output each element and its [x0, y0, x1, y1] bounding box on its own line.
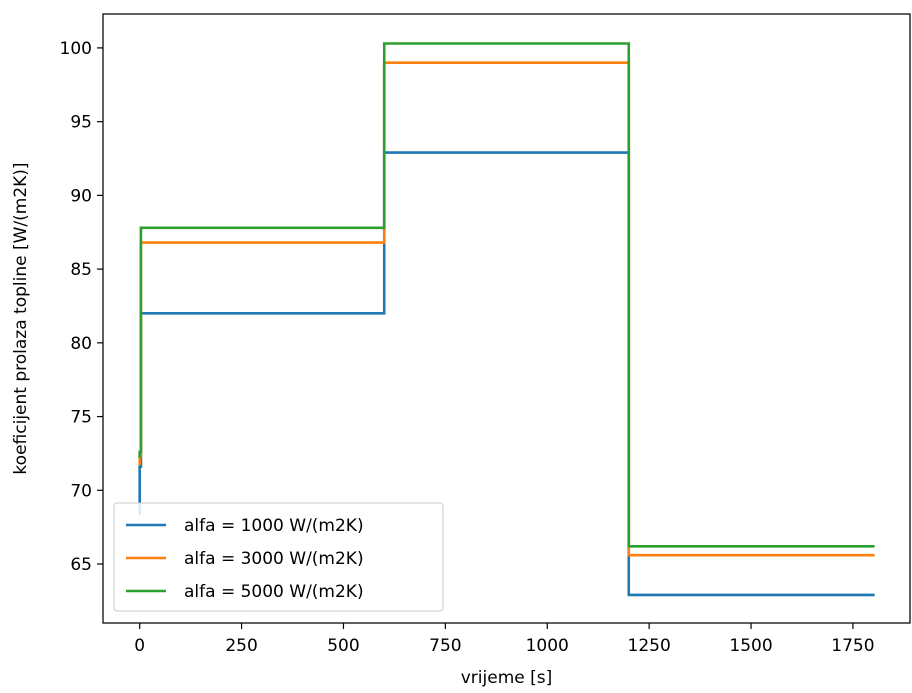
y-tick-label: 65: [70, 555, 92, 575]
x-axis-ticks: 0 250 500 750 1000 1250 1500 1750: [134, 623, 875, 656]
legend-label: alfa = 3000 W/(m2K): [184, 549, 364, 569]
plot-frame: [102, 13, 911, 624]
x-tick-label: 1000: [526, 636, 569, 656]
y-axis-ticks: 65 70 75 80 85 90 95 100: [60, 39, 103, 575]
y-tick-label: 100: [60, 39, 92, 59]
legend-label: alfa = 5000 W/(m2K): [184, 582, 364, 602]
x-tick-label: 1500: [729, 636, 772, 656]
series-line-3: [138, 42, 875, 548]
y-tick-label: 90: [70, 186, 92, 206]
x-tick-label: 1250: [628, 636, 671, 656]
series-layer: [138, 42, 875, 597]
legend: alfa = 1000 W/(m2K) alfa = 3000 W/(m2K) al…: [113, 502, 444, 612]
y-tick-label: 85: [70, 260, 92, 280]
legend-box: [113, 502, 444, 612]
x-tick-label: 1750: [831, 636, 874, 656]
x-tick-label: 750: [429, 636, 461, 656]
x-tick-label: 0: [134, 636, 145, 656]
y-tick-label: 70: [70, 481, 92, 501]
y-axis-label: koeficijent prolaza topline [W/(m2K)]: [11, 162, 31, 474]
x-tick-label: 500: [327, 636, 359, 656]
x-axis-label: vrijeme [s]: [461, 668, 553, 688]
x-tick-label: 250: [225, 636, 257, 656]
series-line-2: [138, 61, 875, 557]
legend-label: alfa = 1000 W/(m2K): [184, 516, 364, 536]
y-tick-label: 95: [70, 113, 92, 133]
y-tick-label: 80: [70, 334, 92, 354]
y-tick-label: 75: [70, 408, 92, 428]
